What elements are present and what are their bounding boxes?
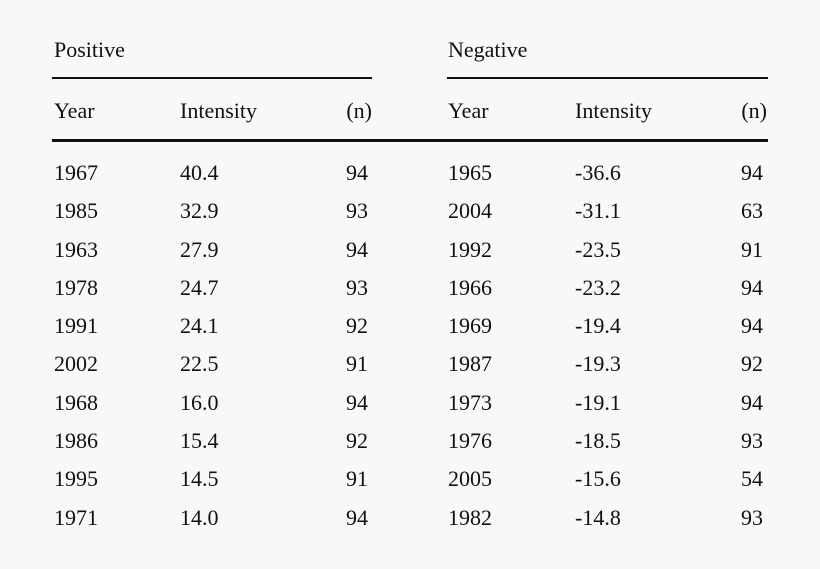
positive-intensity-cell: 14.5: [180, 466, 219, 492]
negative-intensity-cell: -15.6: [575, 466, 621, 492]
negative-intensity-cell: -19.4: [575, 313, 621, 339]
positive-intensity-cell: 15.4: [180, 428, 219, 454]
negative-n-cell: 91: [741, 236, 763, 262]
column-header-negative-n: (n): [741, 98, 767, 123]
positive-intensity-cell: 22.5: [180, 351, 219, 377]
table-row: 1967 40.4 94 1965 -36.6 94: [0, 158, 820, 196]
positive-n-cell: 94: [346, 236, 368, 262]
negative-year-cell: 1987: [448, 351, 492, 377]
table-row: 1968 16.0 94 1973 -19.1 94: [0, 388, 820, 426]
negative-n-cell: 94: [741, 389, 763, 415]
positive-n-cell: 94: [346, 389, 368, 415]
negative-year-cell: 1966: [448, 274, 492, 300]
negative-year-cell: 2005: [448, 466, 492, 492]
column-header-positive-intensity: Intensity: [180, 98, 257, 123]
negative-n-cell: 54: [741, 466, 763, 492]
positive-intensity-cell: 14.0: [180, 504, 219, 530]
negative-year-cell: 1976: [448, 428, 492, 454]
negative-n-cell: 63: [741, 198, 763, 224]
negative-intensity-cell: -19.1: [575, 389, 621, 415]
negative-year-cell: 1965: [448, 160, 492, 185]
positive-intensity-cell: 27.9: [180, 236, 219, 262]
positive-n-cell: 93: [346, 274, 368, 300]
negative-intensity-cell: -19.3: [575, 351, 621, 377]
negative-intensity-cell: -23.2: [575, 274, 621, 300]
positive-intensity-cell: 16.0: [180, 389, 219, 415]
table-row: 1991 24.1 92 1969 -19.4 94: [0, 311, 820, 349]
positive-n-cell: 91: [346, 466, 368, 492]
positive-intensity-cell: 24.1: [180, 313, 219, 339]
table-row: 1985 32.9 93 2004 -31.1 63: [0, 196, 820, 234]
positive-n-cell: 94: [346, 160, 368, 185]
negative-n-cell: 93: [741, 428, 763, 454]
negative-n-cell: 94: [741, 313, 763, 339]
negative-intensity-cell: -23.5: [575, 236, 621, 262]
negative-year-cell: 1969: [448, 313, 492, 339]
group-rule-positive: [52, 77, 372, 79]
table-row: 1986 15.4 92 1976 -18.5 93: [0, 426, 820, 464]
negative-n-cell: 94: [741, 274, 763, 300]
positive-year-cell: 1978: [54, 274, 98, 300]
positive-n-cell: 92: [346, 428, 368, 454]
positive-n-cell: 92: [346, 313, 368, 339]
positive-year-cell: 1986: [54, 428, 98, 454]
positive-n-cell: 91: [346, 351, 368, 377]
negative-intensity-cell: -14.8: [575, 504, 621, 530]
group-title-positive: Positive: [54, 37, 125, 62]
positive-year-cell: 1985: [54, 198, 98, 224]
positive-year-cell: 1967: [54, 160, 98, 185]
group-rule-negative: [447, 77, 768, 79]
table-row: 1978 24.7 93 1966 -23.2 94: [0, 273, 820, 311]
column-header-positive-year: Year: [54, 98, 95, 123]
table-row: 1995 14.5 91 2005 -15.6 54: [0, 464, 820, 502]
negative-intensity-cell: -18.5: [575, 428, 621, 454]
positive-intensity-cell: 40.4: [180, 160, 219, 185]
positive-year-cell: 1995: [54, 466, 98, 492]
table-row: 1963 27.9 94 1992 -23.5 91: [0, 235, 820, 273]
column-header-negative-intensity: Intensity: [575, 98, 652, 123]
group-title-negative: Negative: [448, 37, 528, 62]
positive-year-cell: 2002: [54, 351, 98, 377]
column-header-negative-year: Year: [448, 98, 489, 123]
positive-n-cell: 93: [346, 198, 368, 224]
positive-year-cell: 1968: [54, 389, 98, 415]
negative-year-cell: 1992: [448, 236, 492, 262]
negative-n-cell: 94: [741, 160, 763, 185]
positive-n-cell: 94: [346, 504, 368, 530]
negative-n-cell: 92: [741, 351, 763, 377]
negative-year-cell: 1982: [448, 504, 492, 530]
negative-n-cell: 93: [741, 504, 763, 530]
negative-year-cell: 1973: [448, 389, 492, 415]
table-row: 2002 22.5 91 1987 -19.3 92: [0, 349, 820, 387]
header-rule: [52, 139, 768, 142]
table-body: 1967 40.4 94 1965 -36.6 94 1985 32.9 93 …: [0, 158, 820, 541]
table-row: 1971 14.0 94 1982 -14.8 93: [0, 503, 820, 541]
positive-intensity-cell: 32.9: [180, 198, 219, 224]
negative-year-cell: 2004: [448, 198, 492, 224]
positive-intensity-cell: 24.7: [180, 274, 219, 300]
negative-intensity-cell: -36.6: [575, 160, 621, 185]
positive-year-cell: 1963: [54, 236, 98, 262]
positive-year-cell: 1991: [54, 313, 98, 339]
negative-intensity-cell: -31.1: [575, 198, 621, 224]
positive-year-cell: 1971: [54, 504, 98, 530]
column-header-positive-n: (n): [346, 98, 372, 123]
